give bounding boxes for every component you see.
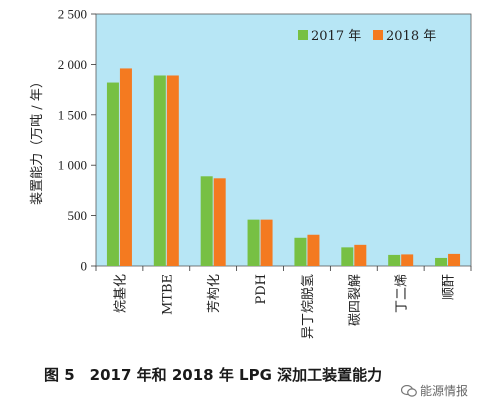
y-tick-label: 1 500	[58, 107, 87, 122]
legend-swatch	[298, 30, 308, 40]
bar-2018	[448, 253, 461, 266]
bars-group	[106, 68, 461, 266]
plot-area	[95, 13, 472, 267]
y-tick-label: 1 000	[58, 158, 87, 173]
bar-2018	[260, 219, 273, 266]
bar-2017	[247, 219, 260, 266]
bar-2017	[200, 176, 213, 266]
y-tick-label: 2 500	[58, 7, 87, 22]
y-axis-label: 装置能力（万吨 / 年）	[30, 75, 45, 205]
bar-2017	[388, 254, 401, 266]
y-tick-label: 0	[81, 259, 88, 274]
bar-2018	[401, 254, 414, 266]
x-category-label: 芳构化	[207, 274, 222, 313]
wechat-icon	[401, 384, 417, 397]
watermark-text: 能源情报	[420, 384, 469, 398]
x-category-label: 丁二烯	[395, 274, 410, 313]
bar-2018	[166, 75, 179, 266]
watermark: 能源情报	[401, 382, 468, 399]
y-axis: 0 500 1 000 1 500 2 000 2 500	[58, 7, 96, 274]
legend-label: 2017 年	[311, 29, 361, 44]
x-category-label: 碳四裂解	[348, 274, 363, 326]
x-category-label: 异丁烷脱氢	[301, 274, 316, 339]
bar-chart: 0 500 1 000 1 500 2 000 2 500 烷基化 MTBE 芳构化 PDH 异丁…	[30, 7, 472, 339]
bar-2017	[341, 247, 354, 266]
bar-2017	[435, 257, 448, 266]
bar-2018	[119, 68, 132, 266]
x-category-label: 烷基化	[113, 274, 128, 313]
x-axis: 烷基化 MTBE 芳构化 PDH 异丁烷脱氢 碳四裂解 丁二烯 顺酐	[95, 266, 472, 339]
x-category-label: PDH	[254, 274, 269, 305]
legend: 2017 年 2018 年	[298, 29, 436, 44]
bar-2018	[213, 178, 226, 266]
legend-swatch	[373, 30, 383, 40]
bar-2017	[294, 237, 307, 266]
figure-caption: 图 5 2017 年和 2018 年 LPG 深加工装置能力	[44, 366, 383, 384]
x-category-label: MTBE	[160, 274, 175, 315]
x-category-label: 顺酐	[442, 274, 457, 300]
y-tick-label: 500	[68, 208, 88, 223]
legend-label: 2018 年	[386, 29, 436, 44]
bar-2018	[307, 234, 320, 266]
bar-2017	[106, 82, 119, 266]
y-tick-label: 2 000	[58, 57, 87, 72]
bar-2017	[153, 75, 166, 266]
bar-2018	[354, 244, 367, 266]
